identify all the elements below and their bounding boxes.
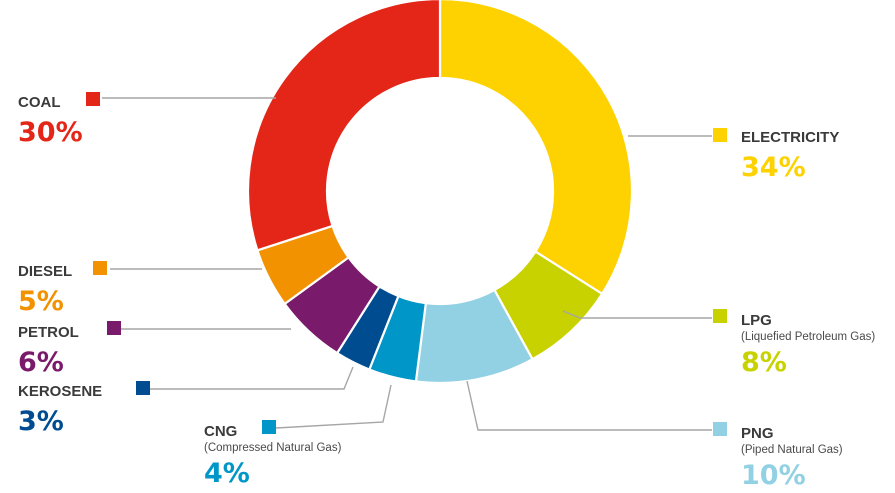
legend-swatch-kerosene xyxy=(136,381,150,395)
legend-swatch-petrol xyxy=(107,321,121,335)
slice-name-electricity: ELECTRICITY xyxy=(741,129,839,146)
label-kerosene: KEROSENE 3% xyxy=(18,366,354,437)
slice-coal xyxy=(246,0,442,252)
legend-swatch-png xyxy=(713,422,727,436)
donut-wedges xyxy=(246,0,634,385)
slice-name-kerosene: KEROSENE xyxy=(18,383,102,400)
leader-line-png xyxy=(466,380,712,431)
slice-percent-petrol: 6% xyxy=(18,347,64,378)
slice-name-png: PNG xyxy=(741,425,774,442)
slice-subtitle-cng: (Compressed Natural Gas) xyxy=(204,442,342,454)
legend-swatch-lpg xyxy=(713,309,727,323)
label-petrol: PETROL 6% xyxy=(18,321,291,378)
legend-swatch-electricity xyxy=(713,128,727,142)
slice-subtitle-lpg: (Liquefied Petroleum Gas) xyxy=(741,331,875,343)
slice-percent-kerosene: 3% xyxy=(18,406,64,437)
slice-percent-cng: 4% xyxy=(204,458,250,489)
slice-subtitle-png: (Piped Natural Gas) xyxy=(741,444,843,456)
slice-name-petrol: PETROL xyxy=(18,324,79,341)
slice-percent-lpg: 8% xyxy=(741,347,787,378)
label-coal: COAL 30% xyxy=(18,92,276,148)
leader-line-lpg xyxy=(562,310,712,319)
slice-electricity xyxy=(438,0,634,296)
slice-percent-diesel: 5% xyxy=(18,286,64,317)
slice-percent-coal: 30% xyxy=(18,117,83,148)
label-cng: CNG (Compressed Natural Gas) 4% xyxy=(204,384,392,489)
legend-swatch-diesel xyxy=(93,261,107,275)
leader-line-cng xyxy=(275,384,392,429)
slice-name-lpg: LPG xyxy=(741,312,772,329)
label-png: PNG (Piped Natural Gas) 10% xyxy=(466,380,843,491)
slice-name-cng: CNG xyxy=(204,423,237,440)
leader-line-kerosene xyxy=(138,366,354,390)
slice-name-diesel: DIESEL xyxy=(18,263,72,280)
slice-percent-png: 10% xyxy=(741,460,806,491)
slice-percent-electricity: 34% xyxy=(741,152,806,183)
slice-name-coal: COAL xyxy=(18,94,61,111)
label-electricity: ELECTRICITY 34% xyxy=(628,128,839,183)
legend-swatch-coal xyxy=(86,92,100,106)
legend-swatch-cng xyxy=(262,420,276,434)
label-diesel: DIESEL 5% xyxy=(18,261,262,317)
label-lpg: LPG (Liquefied Petroleum Gas) 8% xyxy=(562,309,875,378)
